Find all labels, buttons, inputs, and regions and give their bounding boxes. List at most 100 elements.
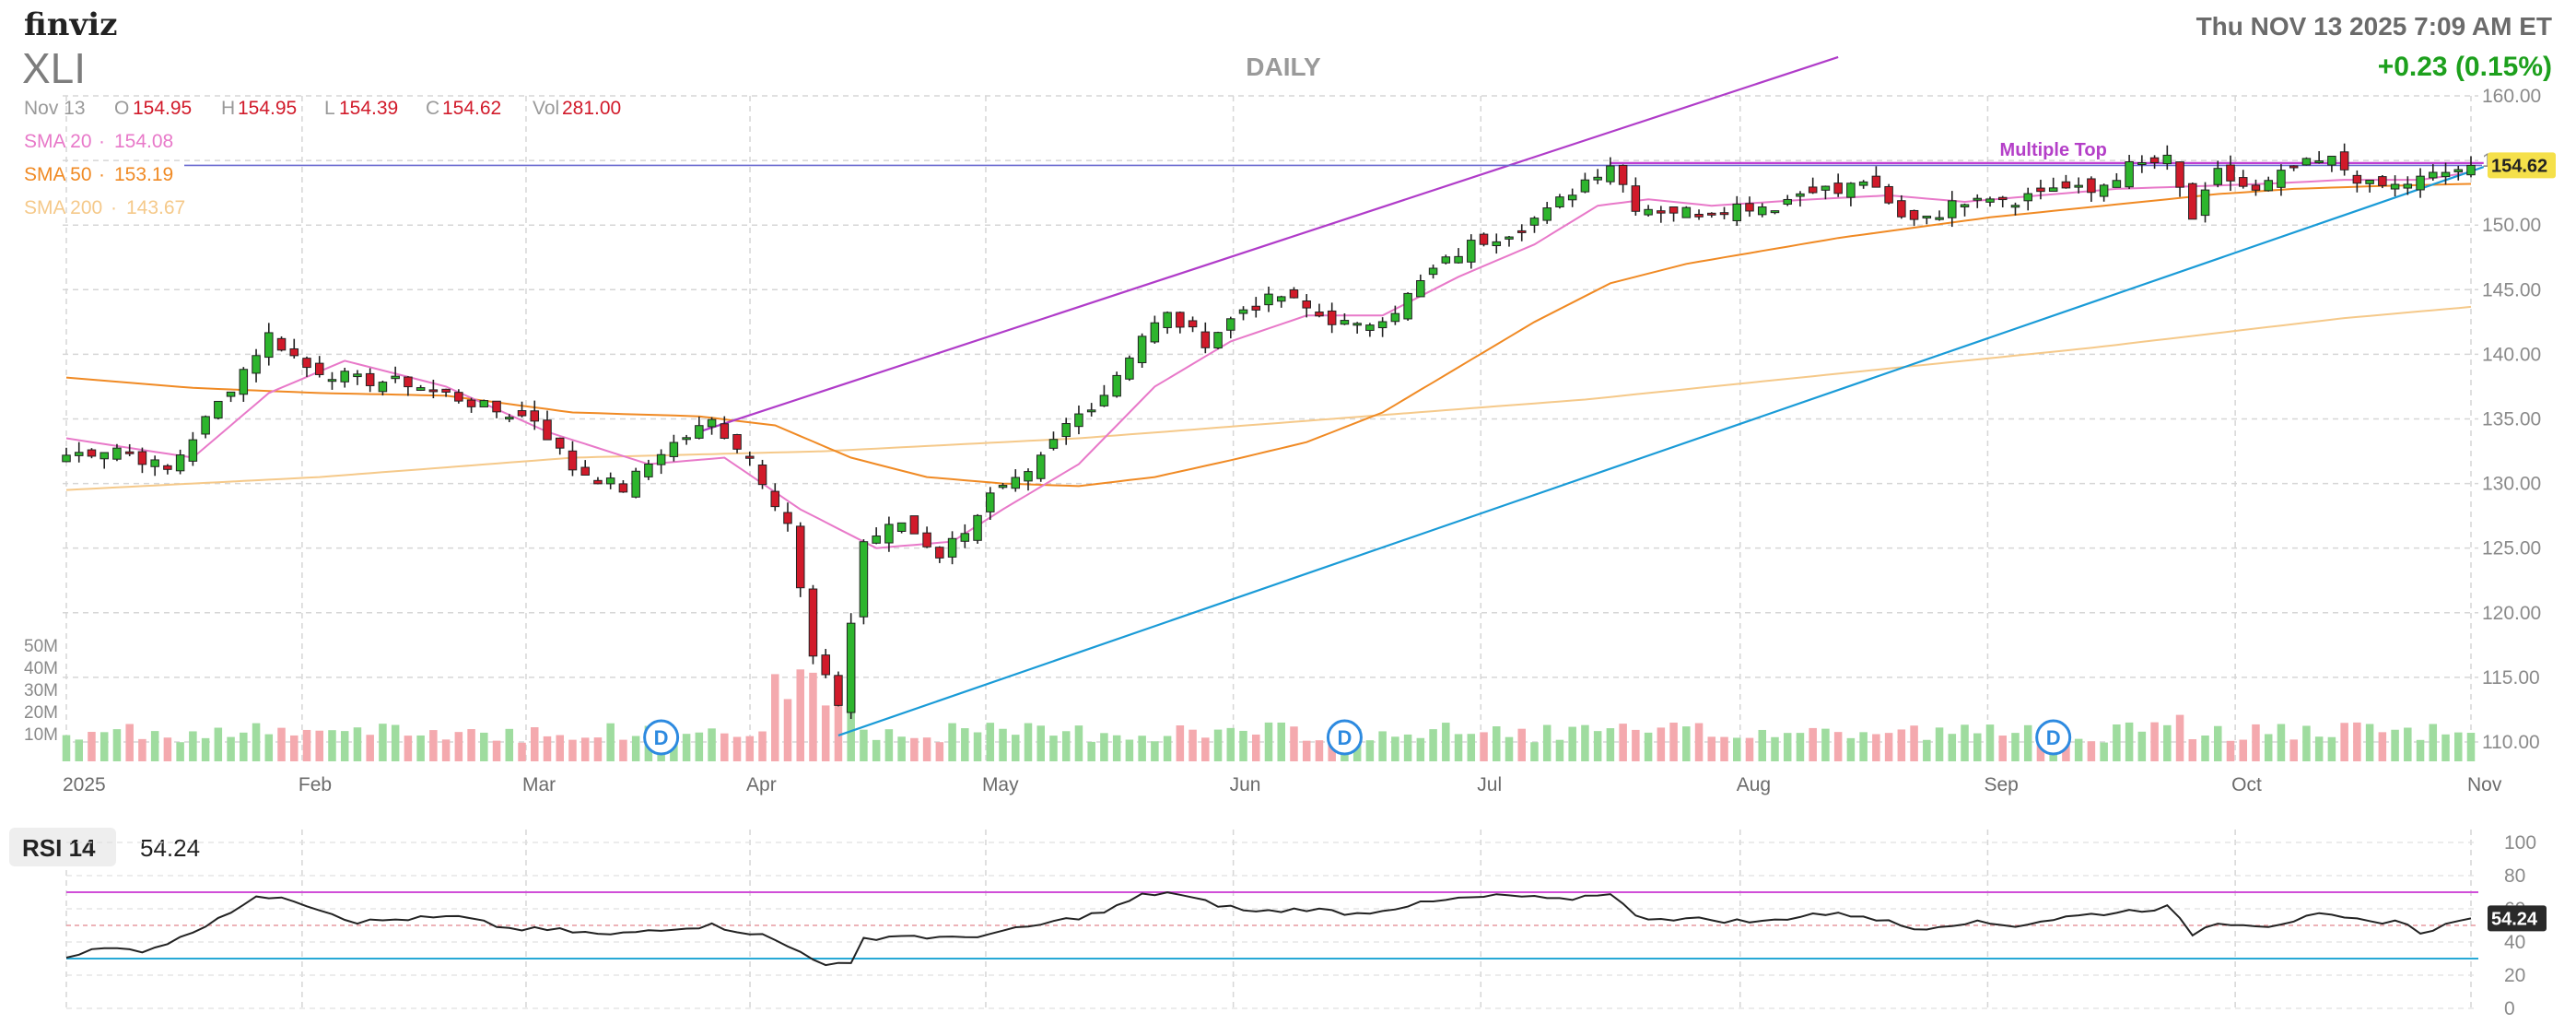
timeframe-label[interactable]: DAILY [1246, 53, 1321, 81]
candle-body [1048, 439, 1059, 449]
candle-body [757, 465, 767, 486]
volume-bar [2137, 731, 2147, 761]
candle-body [441, 388, 451, 393]
ohlc-low-label: L [324, 98, 335, 119]
candle-body [2087, 178, 2096, 194]
candle-body [922, 532, 931, 547]
candle-body [1264, 293, 1273, 306]
rsi-tick-label: 40 [2504, 932, 2525, 953]
candle-body [1176, 312, 1185, 328]
volume-bar [619, 739, 627, 761]
ohlc-date: Nov 13 [24, 98, 86, 119]
volume-bar [1530, 742, 1539, 761]
candle-body [289, 347, 299, 357]
candle-body [1086, 409, 1096, 413]
candle-body [1669, 206, 1679, 214]
volume-bar [1669, 723, 1678, 761]
x-tick-label: Mar [522, 774, 556, 795]
volume-bar [2327, 736, 2336, 761]
ohlc-low: 154.39 [339, 98, 398, 119]
volume-bar [910, 737, 919, 761]
candle-body [302, 358, 311, 369]
ohlc-open-label: O [114, 98, 129, 119]
candle-body [479, 400, 489, 407]
volume-bar [2175, 714, 2184, 761]
candle-body [391, 375, 400, 380]
volume-bar [2252, 724, 2260, 761]
volume-bar [467, 729, 475, 761]
candle-body [2162, 154, 2172, 165]
candle-body [1846, 182, 1856, 198]
volume-bar [783, 699, 792, 761]
candle-body [2390, 183, 2400, 190]
volume-bar [189, 731, 197, 761]
volume-bar [948, 723, 956, 761]
candle-body [1909, 209, 1919, 220]
volume-bar [1188, 729, 1197, 761]
volume-bar [1315, 740, 1324, 761]
sma200-line [65, 305, 2472, 491]
volume-bar [1416, 737, 1425, 761]
volume-bar [2125, 722, 2134, 761]
candle-body [1302, 300, 1311, 309]
candle-body [327, 379, 337, 383]
candle-body [1542, 207, 1551, 221]
candle-body [1074, 413, 1083, 428]
candle-body [846, 622, 856, 713]
candle-body [1973, 197, 1983, 201]
volume-bar [1049, 736, 1058, 761]
volume-bar [2289, 739, 2298, 761]
candle-body [593, 479, 603, 485]
candle-body [605, 477, 615, 485]
volume-bar [796, 669, 804, 761]
ohlc-high: 154.95 [238, 98, 297, 119]
y-tick-label: 125.00 [2482, 538, 2541, 559]
candle-body [1112, 374, 1121, 397]
dividend-marker-label: D [654, 726, 669, 749]
last-price-value: 154.62 [2491, 156, 2547, 176]
candle-body [214, 400, 223, 419]
candle-body [226, 391, 236, 397]
volume-bar [999, 728, 1007, 761]
candle-body [353, 373, 362, 378]
candle-body [466, 399, 476, 407]
volume-bar [2277, 724, 2286, 761]
volume-bar [1517, 728, 1526, 761]
volume-bar [834, 698, 843, 761]
ohlc-volume-label: Vol [533, 98, 559, 119]
volume-bar [2340, 723, 2348, 761]
candle-body [1707, 212, 1716, 216]
candle-body [428, 389, 439, 393]
volume-bar [720, 733, 729, 761]
candle-body [1163, 312, 1172, 328]
candle-body [2339, 151, 2349, 171]
candle-body [1403, 292, 1412, 320]
volume-bar [1480, 732, 1488, 761]
volume-bar [935, 742, 944, 761]
volume-bar [1985, 724, 1995, 761]
candle-body [770, 490, 780, 508]
volume-bar [150, 731, 159, 761]
volume-bar [1745, 737, 1754, 761]
volume-bar [240, 732, 248, 761]
candle-body [1479, 233, 1489, 245]
rsi-label-box[interactable] [9, 828, 116, 866]
volume-bar [986, 723, 995, 761]
volume-bar [112, 729, 122, 761]
candle-body [707, 418, 717, 428]
volume-bar [125, 724, 134, 761]
volume-bar [847, 698, 855, 761]
volume-bar [631, 736, 640, 761]
candle-body [87, 449, 97, 457]
candle-body [1745, 203, 1754, 212]
volume-tick-label: 10M [24, 725, 58, 745]
lower-trendline [837, 166, 2485, 737]
finviz-logo[interactable]: finviz [24, 6, 117, 43]
candle-body [543, 419, 552, 441]
candle-body [859, 541, 869, 618]
sma20-line [65, 171, 2472, 549]
volume-tick-label: 30M [24, 681, 58, 700]
candle-body [732, 434, 742, 450]
volume-bar [1707, 736, 1716, 761]
candle-body [2175, 161, 2184, 188]
